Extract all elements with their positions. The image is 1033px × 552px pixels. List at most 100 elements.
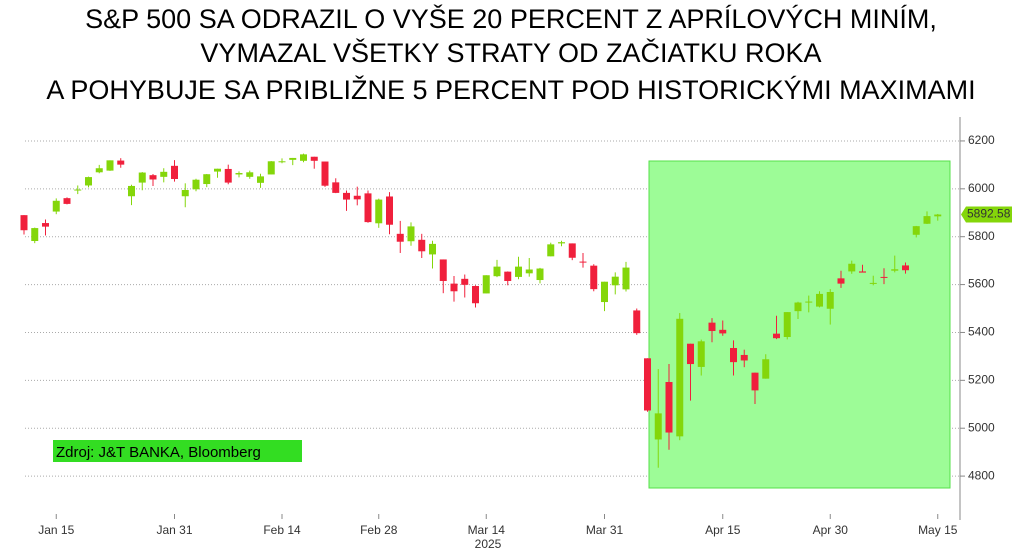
candle-body (848, 263, 856, 272)
candle-body (751, 372, 759, 391)
candle-body (257, 176, 264, 183)
x-tick-label: Apr 15 (705, 523, 741, 537)
candle-body (20, 215, 28, 231)
candle-body (644, 358, 651, 411)
source: Zdroj: J&T BANKA, Bloomberg (56, 444, 261, 461)
candle-body (708, 322, 716, 332)
y-tick-label: 5000 (968, 420, 995, 434)
candle-body (773, 333, 780, 339)
source-box (53, 440, 302, 462)
candle-body (805, 301, 813, 303)
candle-body (95, 168, 103, 173)
candle-body (138, 172, 146, 183)
candle-body (386, 196, 393, 225)
candle-body (85, 177, 92, 186)
candle-body (794, 302, 802, 312)
candle-body (310, 156, 318, 161)
candle-body (63, 198, 71, 204)
candle-body (482, 275, 490, 294)
candle-body (117, 160, 125, 165)
highlight-region (648, 160, 951, 489)
candle-body (633, 310, 641, 334)
candle-body (902, 265, 909, 271)
candle-body (396, 233, 404, 242)
candle-body (171, 165, 178, 180)
candle-body (740, 354, 748, 361)
candle-body (934, 214, 942, 217)
candle-body (536, 268, 544, 281)
y-tick-label: 5800 (968, 229, 995, 243)
candle-body (687, 343, 694, 365)
candle-body (364, 193, 372, 223)
candle-body (149, 175, 157, 180)
candle-body (558, 242, 565, 244)
candle-body (128, 185, 135, 197)
candle-body (601, 281, 608, 303)
candle-body (590, 265, 598, 290)
candle-body (439, 259, 447, 281)
candle-body (407, 226, 415, 242)
candle-body (214, 168, 221, 172)
candle-body (826, 291, 834, 309)
candles (20, 153, 942, 468)
x-tick-label: Apr 30 (813, 523, 849, 537)
chart-title: S&P 500 SA ODRAZIL O VYŠE 20 PERCENT Z A… (85, 3, 937, 34)
candle-body (192, 179, 200, 190)
candle-body (418, 239, 426, 252)
candle-body (375, 199, 383, 224)
candle-body (783, 312, 791, 338)
candle-body (547, 244, 555, 257)
candle-body (461, 278, 469, 285)
y-tick-label: 5400 (968, 325, 995, 339)
chart-title: A POHYBUJE SA PRIBLIŽNE 5 PERCENT POD HI… (46, 74, 975, 105)
candle-body (160, 171, 168, 177)
chart-title: VYMAZAL VŠETKY STRATY OD ZAČIATKU ROKA (200, 37, 821, 68)
candle-body (74, 189, 82, 191)
candle-body (730, 348, 737, 363)
candle-body (106, 160, 114, 171)
y-tick-label: 5200 (968, 373, 995, 387)
candle-body (429, 243, 436, 255)
candle-body (665, 382, 673, 433)
candle-body (912, 226, 920, 235)
x-tick-label: Feb 14 (263, 523, 301, 537)
candle-body (923, 216, 931, 224)
x-tick-label: Mar 31 (586, 523, 624, 537)
y-tick-label: 6000 (968, 181, 995, 195)
candle-body (579, 261, 587, 263)
x-sublabel: 2025 (475, 537, 502, 551)
candle-body (300, 154, 307, 161)
x-tick-label: Feb 28 (360, 523, 398, 537)
candle-body (697, 341, 705, 367)
candle-body (321, 161, 329, 186)
candle-body (343, 192, 350, 200)
candle-body (472, 286, 479, 304)
candle-body (203, 174, 211, 185)
candle-body (267, 161, 275, 175)
x-tick-label: Jan 31 (156, 523, 192, 537)
candle-body (504, 271, 512, 281)
y-tick-label: 4800 (968, 468, 995, 482)
candle-body (654, 413, 662, 440)
candle-body (289, 157, 297, 160)
candle-body (676, 318, 684, 437)
candle-body (891, 269, 899, 271)
x-tick-label: Jan 15 (38, 523, 74, 537)
candle-body (235, 173, 243, 175)
candle-body (525, 269, 533, 274)
y-tick-label: 5600 (968, 277, 995, 291)
candle-body (42, 223, 49, 227)
candle-body (31, 228, 39, 242)
candle-body (880, 276, 888, 278)
candle-body (515, 266, 522, 277)
candle-body (332, 182, 340, 193)
candle-body (278, 161, 286, 163)
x-tick-label: Mar 14 (468, 523, 506, 537)
candle-body (859, 271, 866, 273)
last-price-box (961, 206, 1012, 223)
candle-body (224, 168, 232, 183)
candle-body (450, 283, 458, 292)
candle-body (869, 282, 877, 284)
